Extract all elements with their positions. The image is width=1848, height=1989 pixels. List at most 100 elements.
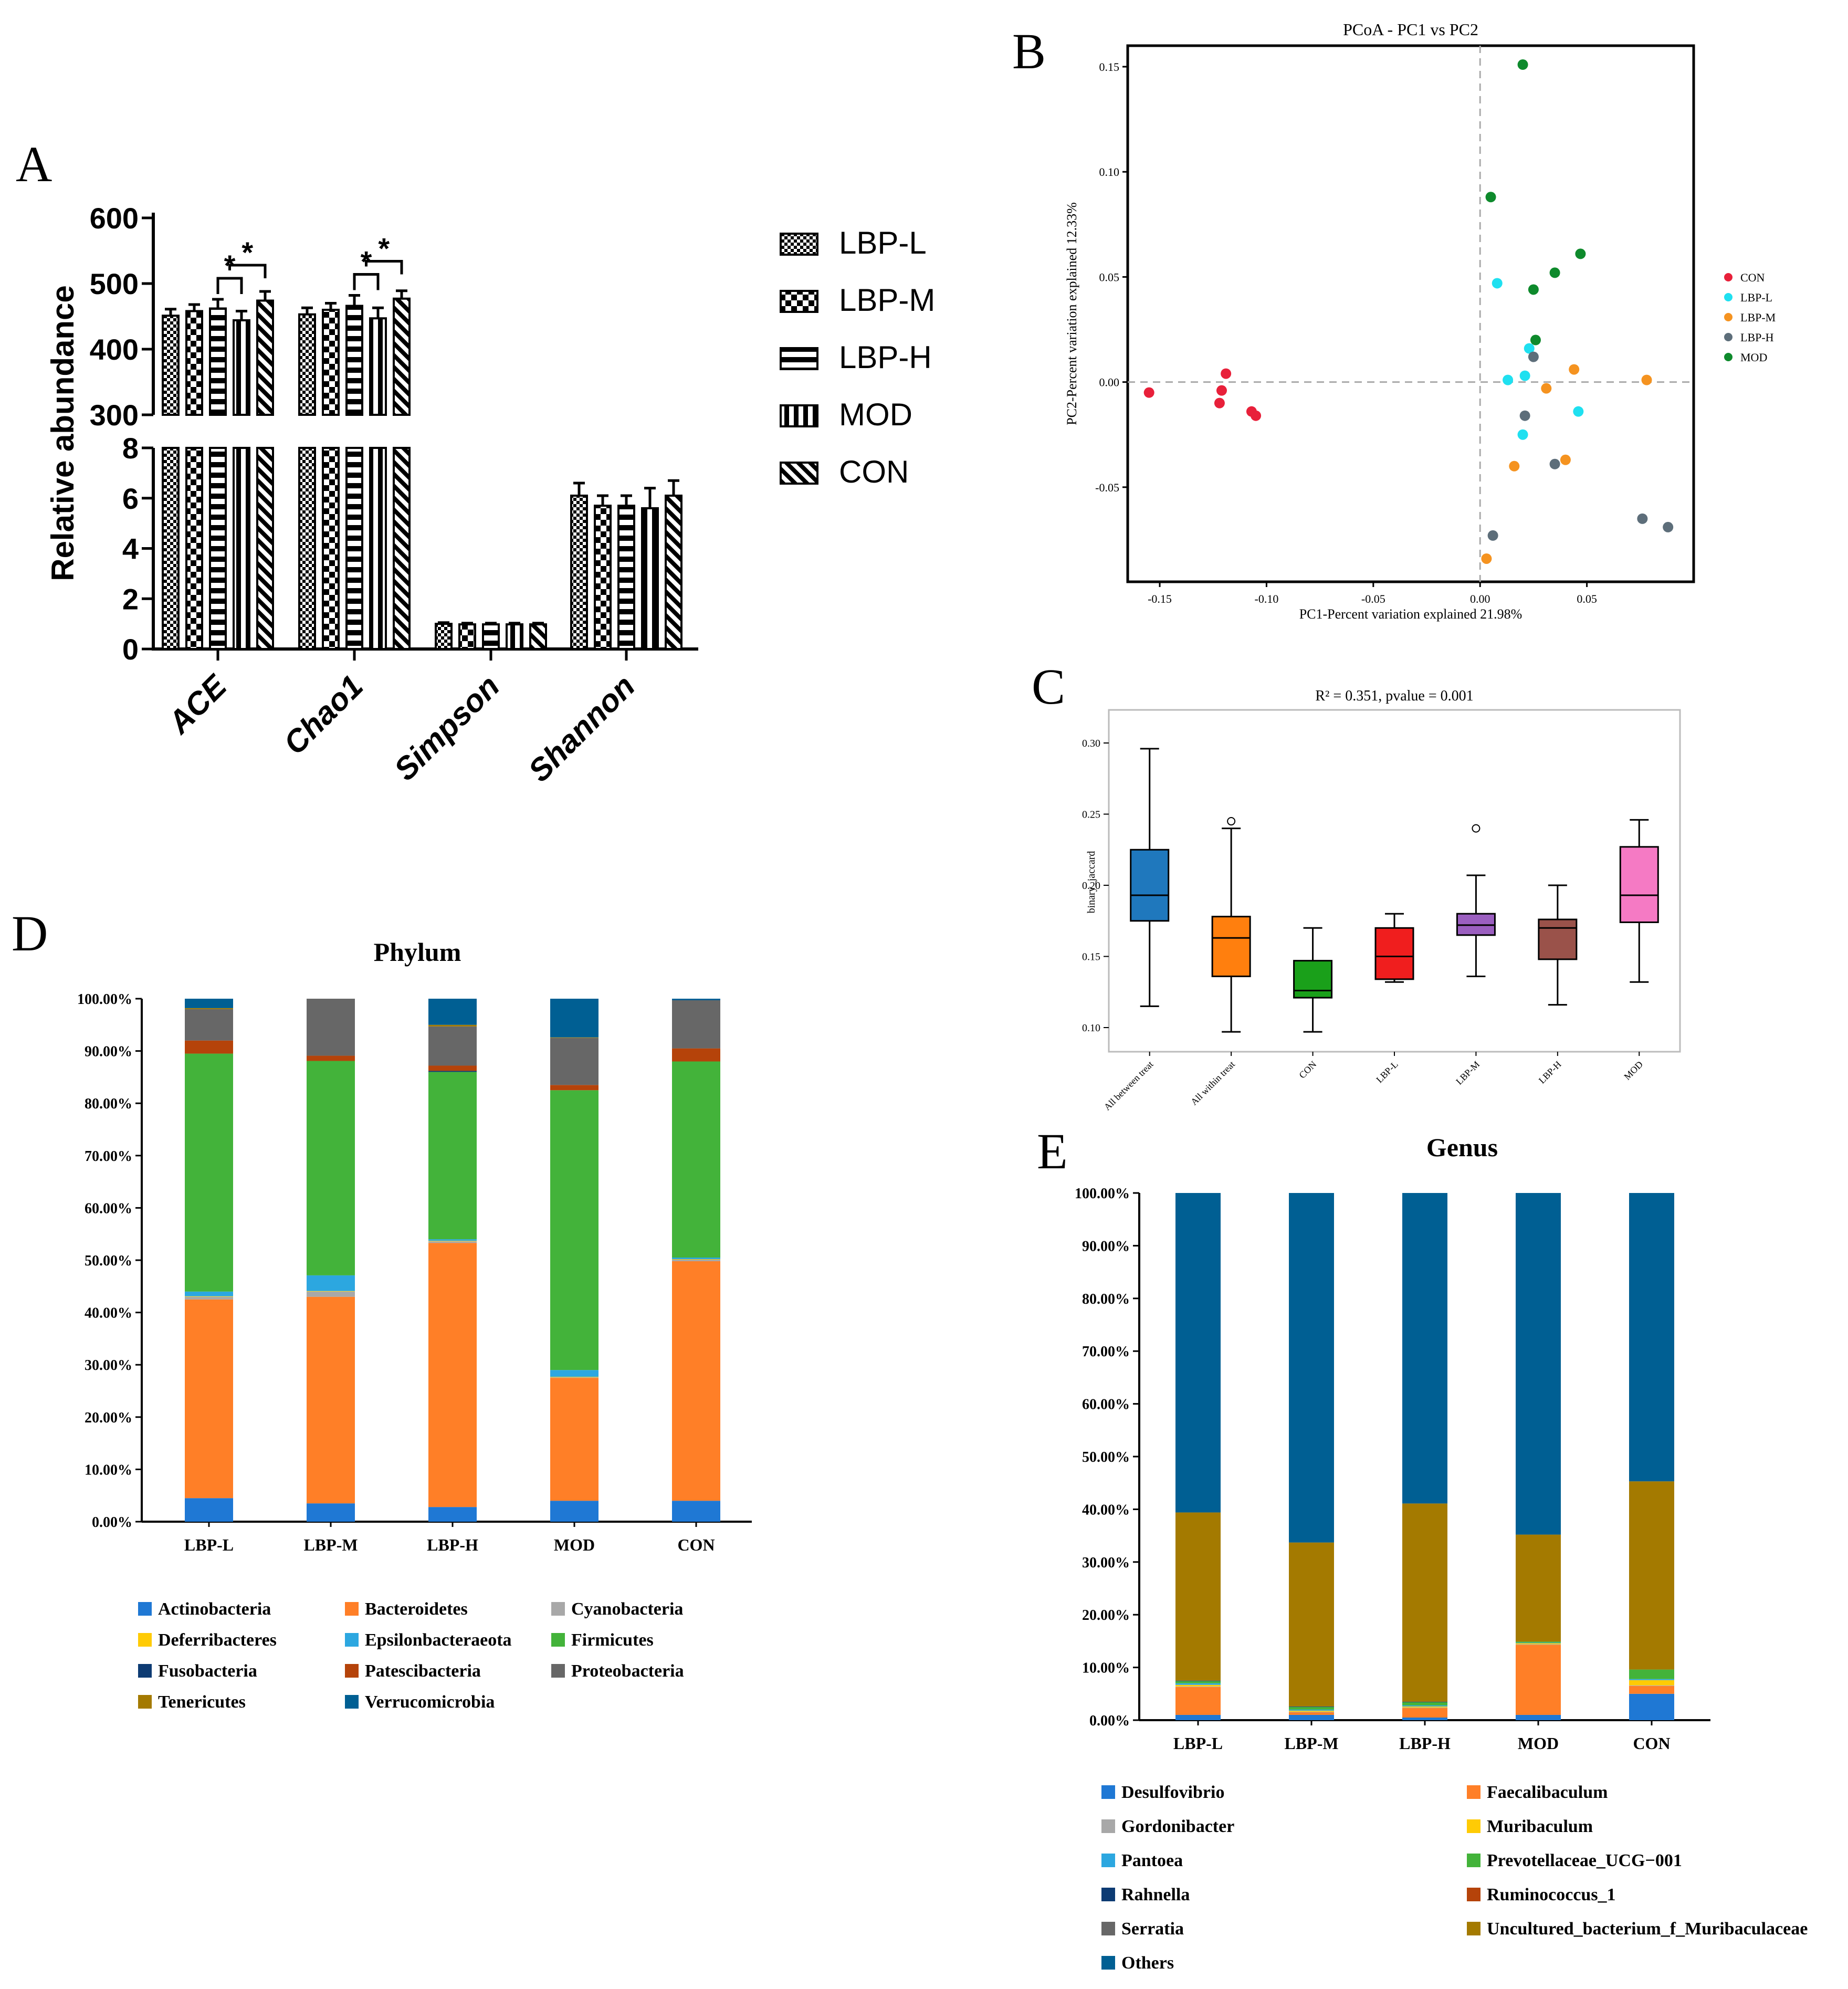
genus-legend-swatch: [1467, 1888, 1480, 1901]
genus-legend-label: Uncultured_bacterium_f_Muribaculaceae: [1487, 1919, 1808, 1939]
phylum-legend-label: Cyanobacteria: [571, 1599, 683, 1619]
phylum-legend-swatch: [551, 1664, 565, 1678]
phylum-legend-swatch: [551, 1602, 565, 1616]
genus-segment: [1516, 1534, 1561, 1642]
pcoa-y-tick-label: 0.15: [1099, 60, 1120, 74]
pcoa-point: [1251, 410, 1262, 421]
genus-legend-swatch: [1101, 1854, 1115, 1867]
phylum-segment: [307, 999, 355, 1056]
phylum-segment: [185, 1053, 233, 1292]
phylum-segment: [672, 1258, 720, 1260]
phylum-segment: [185, 1009, 233, 1041]
pcoa-point: [1530, 334, 1541, 346]
box-body: [1211, 916, 1251, 977]
genus-y-tick-label: 50.00%: [1082, 1449, 1130, 1465]
alpha-diversity-chart: 300 400 500 600 0 2 4 6 8 Relative abundance ACE * *…: [45, 202, 935, 789]
pcoa-point: [1549, 458, 1560, 469]
alpha-sig-bracket: [365, 260, 403, 275]
phylum-segment: [428, 1243, 477, 1508]
phylum-segment: [672, 999, 720, 1000]
phylum-segment: [307, 1055, 355, 1061]
box-body: [1374, 927, 1414, 980]
genus-y-tick-label: 60.00%: [1082, 1397, 1130, 1413]
pcoa-x-tick-label: 0.00: [1470, 592, 1490, 605]
phylum-segment: [185, 1296, 233, 1297]
pcoa-point: [1528, 284, 1539, 295]
genus-legend-swatch: [1101, 1819, 1115, 1833]
alpha-bar-lower: [570, 494, 588, 651]
alpha-bar-lower: [458, 623, 476, 651]
phylum-segment: [307, 1503, 355, 1522]
box-body: [1293, 960, 1333, 999]
genus-legend-label: Prevotellaceae_UCG−001: [1487, 1851, 1682, 1870]
alpha-lower-tick-label: 4: [122, 532, 139, 566]
genus-segment: [1402, 1193, 1447, 1504]
alpha-legend-swatch: [780, 462, 818, 485]
phylum-y-tick-label: 0.00%: [92, 1514, 132, 1531]
pcoa-point: [1663, 521, 1674, 532]
phylum-segment: [672, 1501, 720, 1522]
phylum-segment: [672, 1061, 720, 1258]
phylum-legend-swatch: [345, 1664, 359, 1678]
genus-segment: [1175, 1687, 1221, 1715]
pcoa-point: [1485, 192, 1496, 203]
box-y-tick-label: 0.20: [1082, 880, 1100, 892]
genus-segment: [1175, 1193, 1221, 1513]
pcoa-x-tick-label: -0.15: [1148, 592, 1172, 605]
genus-segment: [1629, 1193, 1674, 1482]
phylum-segment: [550, 1370, 598, 1377]
pcoa-y-tick-label: 0.05: [1099, 270, 1120, 284]
pcoa-point: [1214, 397, 1225, 409]
phylum-legend-label: Tenericutes: [158, 1692, 246, 1712]
phylum-y-tick-label: 20.00%: [85, 1410, 132, 1426]
box-frame: [1108, 709, 1681, 1053]
genus-segment: [1289, 1709, 1334, 1711]
alpha-bar-lower: [298, 447, 316, 650]
phylum-y-tick-label: 50.00%: [85, 1253, 132, 1269]
alpha-bar-lower: [162, 447, 180, 650]
phylum-segment: [428, 1071, 477, 1072]
panel-label-b: B: [1012, 23, 1046, 79]
pcoa-frame: [1126, 44, 1695, 583]
alpha-lower-tick-label: 0: [122, 633, 139, 666]
phylum-legend-swatch: [345, 1695, 359, 1709]
genus-segment: [1516, 1645, 1561, 1715]
pcoa-legend-label: LBP-M: [1740, 311, 1776, 324]
alpha-category-label: ACE: [161, 667, 234, 741]
genus-segment: [1516, 1193, 1561, 1535]
box-outlier: [1227, 817, 1236, 826]
alpha-bar-lower: [322, 447, 340, 650]
pcoa-point: [1560, 454, 1571, 465]
genus-segment: [1175, 1683, 1221, 1685]
alpha-sig-bracket: [216, 277, 243, 294]
phylum-segment: [185, 999, 233, 1008]
panel-label-a: A: [16, 136, 52, 192]
alpha-legend-label: CON: [839, 454, 909, 489]
phylum-segment: [428, 1072, 477, 1240]
genus-legend-label: Others: [1121, 1953, 1174, 1973]
alpha-bar-lower: [617, 505, 635, 650]
genus-segment: [1175, 1684, 1221, 1687]
alpha-legend-label: LBP-L: [839, 225, 927, 260]
phylum-segment: [307, 1291, 355, 1297]
pcoa-point: [1637, 513, 1648, 524]
box-x-label: LBP-M: [1454, 1059, 1482, 1087]
alpha-bar-lower: [529, 623, 547, 651]
box-title: R² = 0.351, pvalue = 0.001: [1315, 688, 1473, 704]
genus-y-tick-label: 90.00%: [1082, 1238, 1130, 1254]
pcoa-point: [1573, 406, 1584, 417]
phylum-legend-swatch: [138, 1602, 152, 1616]
genus-segment: [1289, 1714, 1334, 1720]
genus-legend-swatch: [1467, 1854, 1480, 1867]
phylum-y-tick-label: 90.00%: [85, 1044, 132, 1060]
phylum-segment: [550, 1501, 598, 1522]
phylum-segment: [672, 1261, 720, 1501]
alpha-bar-lower: [393, 447, 411, 650]
pcoa-y-tick-label: -0.05: [1095, 481, 1119, 494]
phylum-segment: [550, 1038, 598, 1085]
pcoa-y-tick-label: 0.10: [1099, 165, 1120, 179]
alpha-lower-tick-label: 6: [122, 482, 139, 515]
box-y-tick-label: 0.10: [1082, 1022, 1100, 1034]
pcoa-x-tick-label: -0.10: [1255, 592, 1279, 605]
